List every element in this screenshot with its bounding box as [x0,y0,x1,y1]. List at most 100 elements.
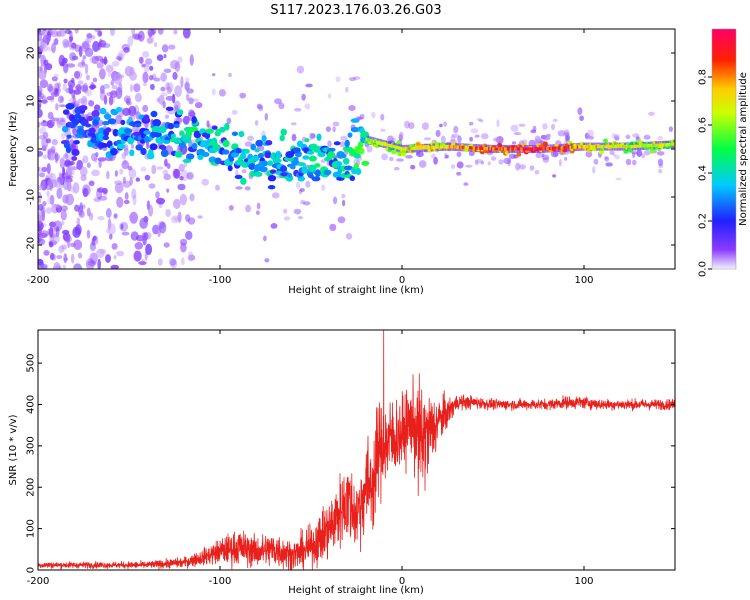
spectrogram-cell [469,146,471,150]
spectrogram-cell [86,115,94,122]
y-tick-label: -20 [26,237,37,253]
spectrogram-cell [102,187,108,194]
spectrogram-cell [49,194,55,205]
spectrogram-cell [174,61,181,72]
spectrogram-cell [507,158,511,167]
spectrogram-cell [143,130,151,135]
colorbar-tick-label: 0.8 [698,69,709,85]
spectrogram-cell [82,55,87,60]
spectrogram-cell [371,111,376,119]
spectrogram-cell [513,132,522,136]
spectrogram-cell [46,96,55,101]
spectrogram-cell [38,29,42,33]
spectrogram-cell [640,144,643,148]
spectrogram-cell [527,147,529,151]
spectrogram-cell [228,205,234,211]
spectrogram-cell [573,145,576,149]
spectrogram-cell [42,131,49,139]
spectrogram-cell [88,85,97,89]
spectrogram-cell [244,141,253,147]
spectrogram-cell [144,251,148,261]
spectrogram-cell [93,104,101,112]
spectrogram-cell [158,221,167,234]
spectrogram-cell [664,143,666,147]
spectrogram-cell [584,145,586,149]
spectrogram-cell [672,142,675,146]
spectrogram-cell [586,145,589,149]
spectrogram-cell [592,145,595,149]
spectrogram-cell [88,180,95,187]
spectrogram-cell [47,196,52,205]
spectrogram-cell [568,145,570,149]
spectrogram-cell [107,118,117,125]
spectrogram-cell [493,137,501,142]
spectrogram-cell [540,147,543,151]
spectrogram-cell [397,146,400,150]
spectrogram-cell [613,145,615,149]
spectrogram-cell [534,169,540,175]
spectrogram-cell [490,156,497,161]
spectrogram-cell [283,216,291,221]
spectrogram-cell [160,145,167,151]
spectrogram-cell [566,145,569,150]
spectrogram-cell [274,98,282,105]
spectrogram-cell [73,140,80,145]
spectrogram-cell [133,250,142,262]
spectrogram-cell [333,141,341,146]
spectrogram-cell [214,157,222,165]
spectrogram-cell [473,146,476,150]
spectrogram-cell [569,145,572,149]
spectrogram-cell [244,186,251,191]
spectrogram-cell [461,145,464,149]
spectrogram-cell [218,89,226,97]
spectrogram-cell [155,138,165,144]
spectrogram-cell [301,166,308,174]
spectrogram-cell [61,229,70,235]
spectrogram-cell [344,139,350,148]
spectrogram-cell [110,29,115,37]
spectrogram-cell [182,29,191,39]
spectrogram-cell [66,236,73,242]
spectrogram-cell [76,159,83,171]
spectrogram-cell [463,182,469,186]
spectrogram-cell [186,88,194,94]
spectrogram-cell [122,176,126,184]
spectrogram-cell [443,121,447,127]
y-tick-label: 100 [26,519,37,538]
spectrogram-cell [643,134,651,140]
spectrogram-cell [132,194,137,206]
spectrogram-cell [528,147,531,151]
spectrogram-cell [178,163,185,172]
spectrogram-cell [342,199,346,207]
spectrogram-cell [163,139,171,144]
spectrogram-cell [51,254,57,261]
spectrogram-cell [180,242,187,253]
spectrogram-cell [63,40,73,48]
spectrogram-cell [537,147,540,151]
spectrogram-cell [82,82,89,94]
spectrogram-cell [215,184,220,191]
spectrogram-cell [40,230,49,238]
spectrogram-cell [39,265,48,269]
spectrogram-cell [73,263,82,269]
spectrogram-cell [280,172,289,177]
spectrogram-cell [74,204,80,212]
spectrogram-cell [487,147,490,151]
spectrogram-cell [128,168,137,179]
spectrogram-cell [381,153,388,161]
spectrogram-cell [377,140,379,145]
spectrogram-cell [101,143,108,148]
spectrogram-cell [453,145,455,149]
spectrogram-cell [80,174,87,182]
spectrogram-cell [64,29,72,34]
spectrogram-cell [91,110,100,118]
spectrogram-cell [353,153,362,159]
spectrogram-cell [173,216,181,222]
spectrogram-cell [265,140,273,146]
spectrogram-cell [572,145,575,149]
spectrogram-cell [121,160,130,170]
spectrogram-cell [525,147,528,151]
spectrogram-cell [604,156,610,162]
spectrogram-cell [465,164,473,168]
spectrogram-cell [129,211,139,224]
